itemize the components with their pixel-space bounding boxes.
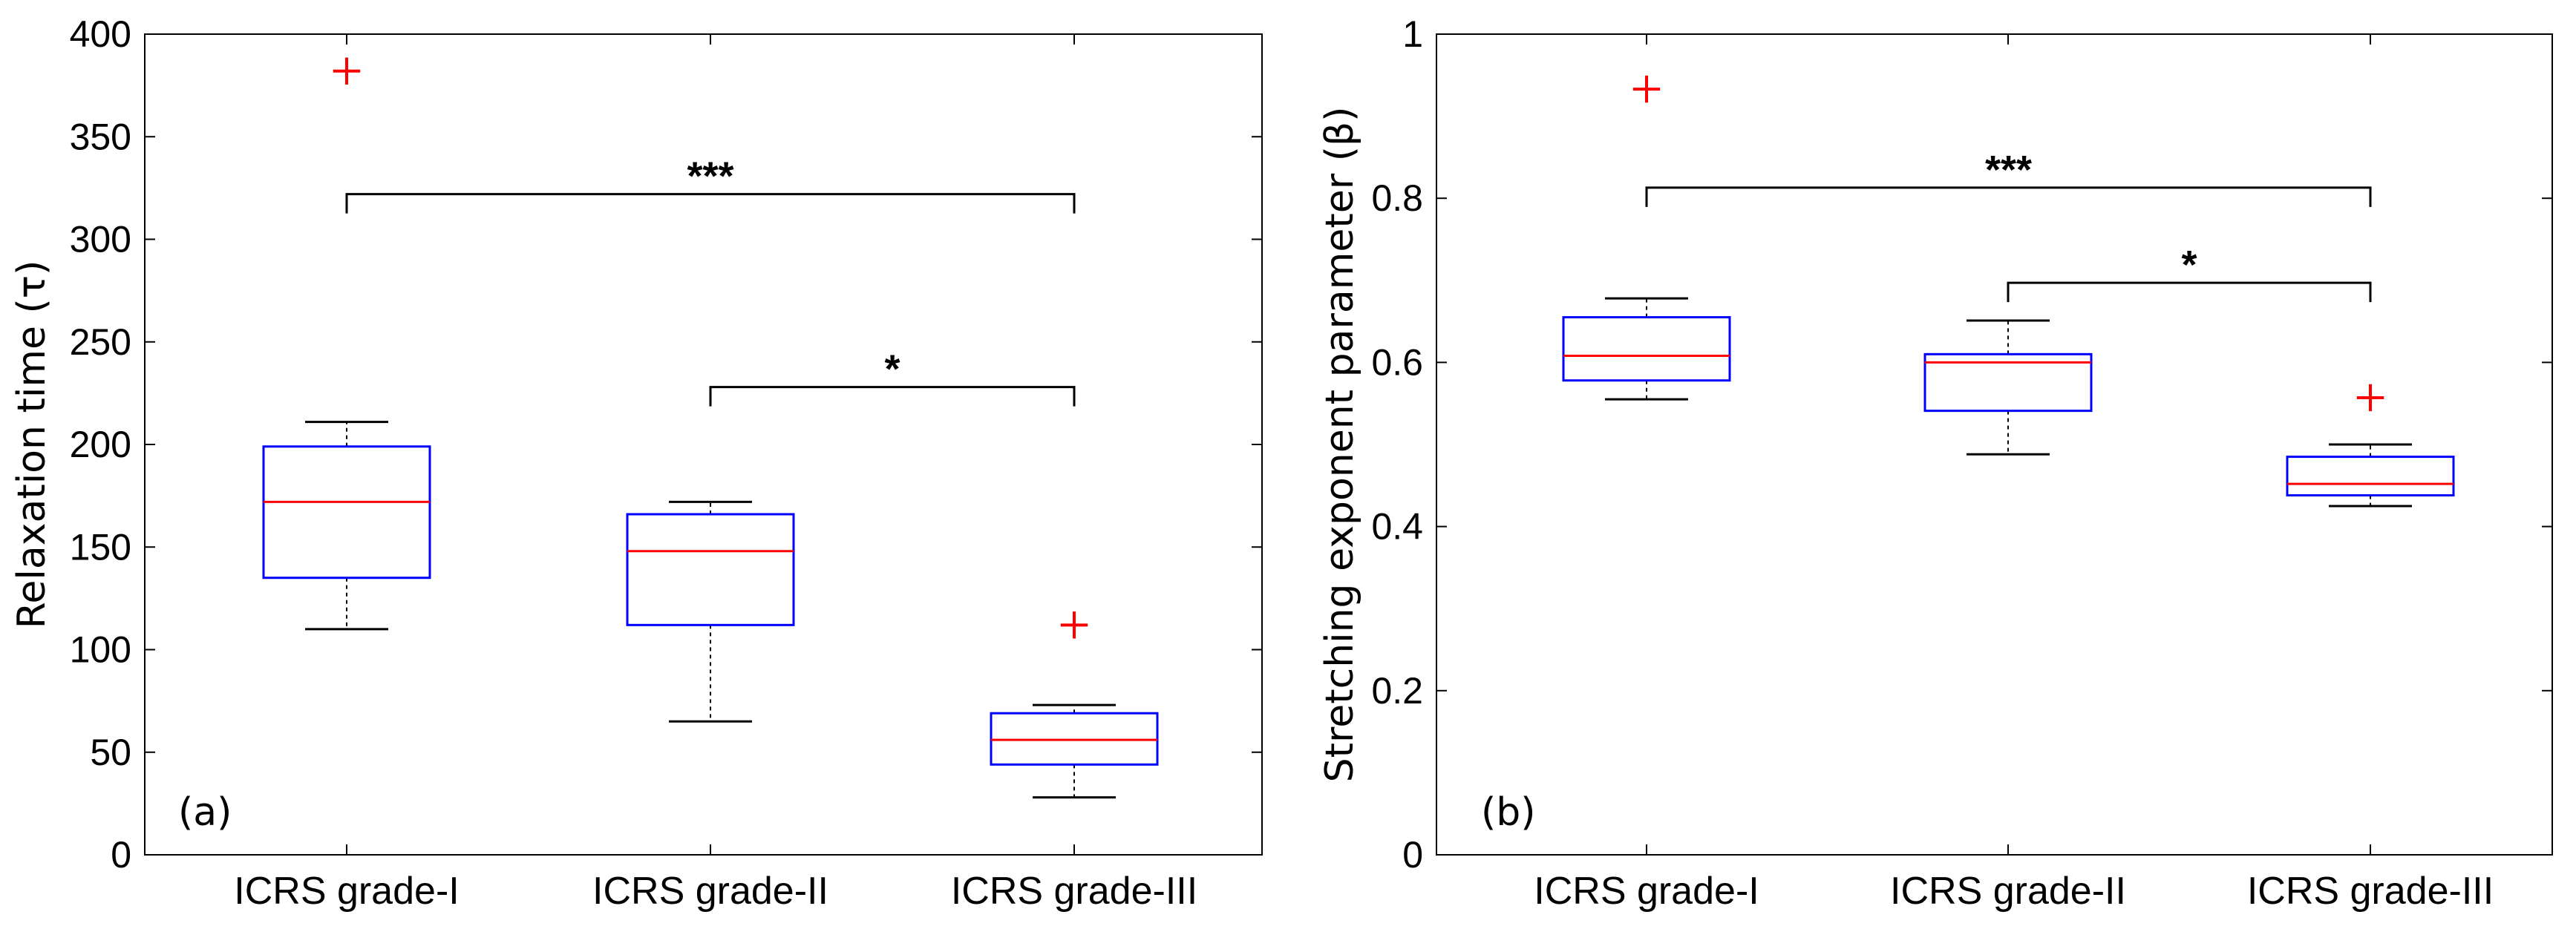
y-tick-label: 0.4 — [1371, 506, 1423, 548]
x-tick-label: ICRS grade-III — [2247, 870, 2494, 913]
y-axis-title: Stretching exponent parameter (β) — [1318, 107, 1362, 783]
x-tick-label: ICRS grade-III — [951, 870, 1197, 913]
x-tick-label: ICRS grade-I — [234, 870, 459, 913]
y-tick-label: 200 — [70, 424, 131, 465]
y-tick-label: 0.8 — [1371, 177, 1423, 219]
box-iqr — [2286, 456, 2455, 497]
box-iqr — [262, 445, 431, 580]
outlier-marker — [1632, 75, 1661, 103]
y-tick-label: 300 — [70, 219, 131, 260]
significance-bracket — [345, 193, 1076, 214]
significance-label: * — [884, 347, 900, 392]
axes-frame — [1436, 33, 2553, 856]
significance-bracket — [709, 386, 1076, 407]
significance-label: *** — [1985, 148, 2032, 192]
outlier-marker — [333, 57, 361, 85]
y-axis-title: Relaxation time (τ) — [10, 260, 54, 629]
y-tick-label: 400 — [70, 13, 131, 55]
significance-bracket — [1645, 186, 2372, 207]
y-tick-label: 150 — [70, 526, 131, 568]
x-tick-label: ICRS grade-II — [1890, 870, 2126, 913]
box-iqr — [1923, 352, 2093, 413]
y-tick-label: 0 — [111, 834, 131, 876]
y-tick-label: 0.2 — [1371, 670, 1423, 712]
y-tick-label: 350 — [70, 116, 131, 157]
outlier-marker — [2356, 384, 2384, 412]
panel-label: (b) — [1481, 790, 1536, 835]
x-tick-label: ICRS grade-I — [1534, 870, 1759, 913]
y-tick-label: 250 — [70, 321, 131, 363]
y-tick-label: 0.6 — [1371, 341, 1423, 383]
y-tick-label: 50 — [90, 732, 131, 773]
significance-label: *** — [687, 154, 733, 199]
box-iqr — [1562, 316, 1731, 382]
y-tick-label: 100 — [70, 629, 131, 671]
outlier-marker — [1060, 611, 1088, 639]
y-tick-label: 1 — [1402, 13, 1423, 55]
significance-label: * — [2181, 243, 2197, 287]
significance-bracket — [2007, 281, 2372, 303]
y-tick-label: 0 — [1402, 834, 1423, 876]
panel-label: (a) — [178, 790, 232, 835]
box-iqr — [626, 513, 795, 626]
x-tick-label: ICRS grade-II — [592, 870, 828, 913]
panel-a-relaxation-time: 0 50 100 150 200 250 300 350 400 ICRS grade-I ICRS… — [10, 13, 1263, 913]
